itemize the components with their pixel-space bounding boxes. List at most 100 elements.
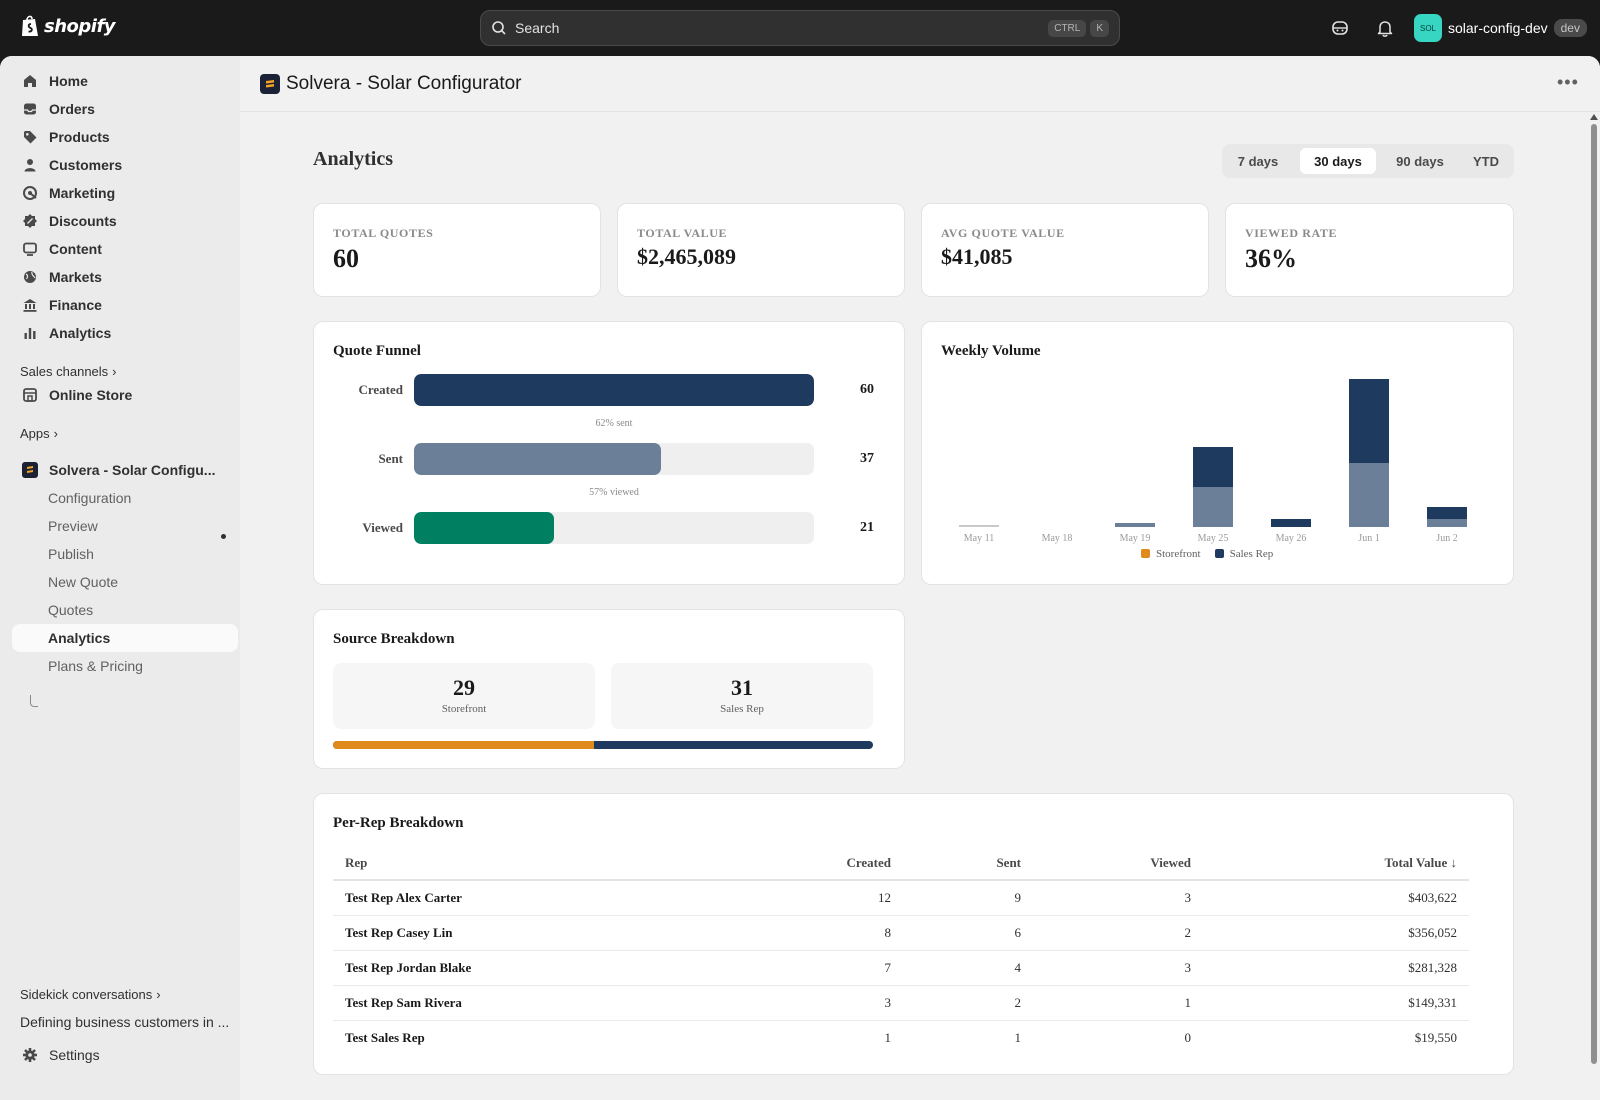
bell-icon[interactable] bbox=[1375, 18, 1395, 38]
sidebar-subitem-quotes[interactable]: Quotes bbox=[12, 596, 238, 624]
sidebar-item-finance[interactable]: Finance bbox=[12, 291, 238, 319]
scrollbar-thumb[interactable] bbox=[1591, 124, 1597, 1064]
sales-channels-header[interactable]: Sales channels › bbox=[20, 364, 117, 379]
sales-channels-label: Sales channels bbox=[20, 364, 109, 379]
column-header-viewed[interactable]: Viewed bbox=[1033, 846, 1203, 881]
source-count: 31 bbox=[731, 675, 753, 700]
cell-sent: 6 bbox=[903, 915, 1033, 951]
table-row: Test Rep Casey Lin 8 6 2 $356,052 bbox=[333, 915, 1469, 951]
sidebar-item-label: Online Store bbox=[49, 387, 133, 403]
search-input[interactable]: Search CTRL K bbox=[480, 10, 1120, 46]
sidebar-item-orders[interactable]: Orders bbox=[12, 95, 238, 123]
sidebar-item-app-solvera[interactable]: Solvera - Solar Configu... bbox=[12, 456, 238, 484]
stat-value: 36% bbox=[1245, 244, 1297, 273]
sidebar-item-settings[interactable]: Settings bbox=[12, 1041, 238, 1069]
cell-viewed: 1 bbox=[1033, 985, 1203, 1021]
sidebar-item-markets[interactable]: Markets bbox=[12, 263, 238, 291]
app-title: Solvera - Solar Configurator bbox=[260, 73, 522, 95]
sidebar-subitem-preview[interactable]: Preview bbox=[12, 512, 238, 540]
cell-rep: Test Rep Alex Carter bbox=[333, 880, 753, 916]
sidebar-subitem-plans-pricing[interactable]: Plans & Pricing bbox=[12, 652, 238, 680]
sidebar-item-products[interactable]: Products bbox=[12, 123, 238, 151]
bar-sales-rep bbox=[1349, 379, 1389, 463]
cell-sent: 4 bbox=[903, 950, 1033, 986]
column-header-rep[interactable]: Rep bbox=[333, 846, 753, 881]
conversation-title: Defining business customers in ... bbox=[20, 1014, 230, 1030]
table-row: Test Rep Alex Carter 12 9 3 $403,622 bbox=[333, 880, 1469, 916]
date-range-selector: 7 days 30 days 90 days YTD bbox=[1222, 144, 1514, 178]
discount-icon bbox=[23, 214, 37, 228]
sidebar-subitem-analytics[interactable]: Analytics bbox=[12, 624, 238, 652]
content-icon bbox=[23, 242, 37, 256]
sidebar-item-label: Customers bbox=[49, 157, 123, 173]
scroll-up-arrow[interactable] bbox=[1590, 114, 1598, 120]
legend-swatch bbox=[1214, 549, 1224, 558]
sidebar-item-label: Home bbox=[49, 73, 88, 89]
apps-header[interactable]: Apps › bbox=[20, 426, 58, 441]
cell-sent: 2 bbox=[903, 985, 1033, 1021]
sidebar-item-discounts[interactable]: Discounts bbox=[12, 207, 238, 235]
sidekick-conversation-item[interactable]: Defining business customers in ... bbox=[20, 1014, 229, 1030]
shortcut-k: K bbox=[1090, 19, 1109, 37]
per-rep-breakdown-card: Per-Rep Breakdown Rep Created Sent Viewe… bbox=[313, 793, 1514, 1075]
cell-created: 12 bbox=[753, 880, 903, 916]
sidebar-subitem-new-quote[interactable]: New Quote bbox=[12, 568, 238, 596]
sidekick-icon[interactable] bbox=[1330, 18, 1350, 38]
sidebar-item-content[interactable]: Content bbox=[12, 235, 238, 263]
legend-label: Storefront bbox=[1156, 548, 1201, 560]
x-tick-label: May 18 bbox=[1042, 533, 1073, 544]
column-header-created[interactable]: Created bbox=[753, 846, 903, 881]
column-header-total-value[interactable]: Total Value ↓ bbox=[1203, 846, 1469, 881]
cell-total-value: $356,052 bbox=[1203, 915, 1469, 951]
range-7-days[interactable]: 7 days bbox=[1237, 153, 1279, 169]
source-count: 29 bbox=[453, 675, 475, 700]
cell-rep: Test Rep Casey Lin bbox=[333, 915, 753, 951]
legend-item-storefront: Storefront bbox=[1141, 548, 1201, 560]
sidebar-item-marketing[interactable]: Marketing bbox=[12, 179, 238, 207]
tree-connector bbox=[30, 695, 38, 707]
sidebar-item-home[interactable]: Home bbox=[12, 67, 238, 95]
sidekick-label: Sidekick conversations bbox=[20, 987, 153, 1002]
sidebar-subitem-configuration[interactable]: Configuration bbox=[12, 484, 238, 512]
stat-card-avg-quote-value: AVG QUOTE VALUE $41,085 bbox=[921, 203, 1209, 297]
sidebar-item-label: Content bbox=[49, 241, 102, 257]
sidebar-item-customers[interactable]: Customers bbox=[12, 151, 238, 179]
storefront-icon bbox=[23, 388, 37, 402]
scrollbar[interactable] bbox=[1588, 112, 1600, 1100]
main-content: Solvera - Solar Configurator ••• Analyti… bbox=[240, 56, 1600, 1100]
chevron-right-icon: › bbox=[156, 987, 161, 1002]
subitem-label: Quotes bbox=[48, 602, 94, 618]
admin-frame: Home Orders Products Customers Marketing… bbox=[0, 56, 1600, 1100]
cell-rep: Test Rep Sam Rivera bbox=[333, 985, 753, 1021]
sidebar-subitem-publish[interactable]: Publish bbox=[12, 540, 238, 568]
funnel-track-created bbox=[414, 374, 814, 406]
source-storefront: 29 Storefront bbox=[333, 663, 595, 729]
store-switcher[interactable]: SOL solar-config-dev dev bbox=[1414, 14, 1587, 42]
source-sales-rep: 31 Sales Rep bbox=[611, 663, 873, 729]
cell-viewed: 2 bbox=[1033, 915, 1203, 951]
sidebar: Home Orders Products Customers Marketing… bbox=[0, 56, 240, 1100]
page-title: Analytics bbox=[313, 148, 393, 170]
sidekick-conversations-header[interactable]: Sidekick conversations › bbox=[20, 987, 161, 1002]
funnel-count-sent: 37 bbox=[860, 451, 874, 466]
cell-created: 1 bbox=[884, 1029, 892, 1045]
shopify-logo[interactable]: shopify bbox=[20, 14, 116, 38]
stat-card-total-value: TOTAL VALUE $2,465,089 bbox=[617, 203, 905, 297]
stat-value: 60 bbox=[333, 244, 359, 273]
sidebar-item-online-store[interactable]: Online Store bbox=[12, 381, 238, 409]
column-header-sent[interactable]: Sent bbox=[903, 846, 1033, 881]
bar-storefront bbox=[1427, 519, 1467, 527]
more-actions-icon[interactable]: ••• bbox=[1557, 72, 1579, 92]
cell-sent: 1 bbox=[1014, 1029, 1022, 1045]
range-ytd[interactable]: YTD bbox=[1473, 153, 1499, 169]
x-tick-label: Jun 1 bbox=[1358, 533, 1379, 544]
stat-label: TOTAL VALUE bbox=[637, 226, 728, 240]
cell-total-value: $403,622 bbox=[1203, 880, 1469, 916]
store-avatar: SOL bbox=[1414, 14, 1442, 42]
table-row: Test Sales Rep 1 1 0 $19,550 bbox=[333, 1020, 1469, 1055]
funnel-count-created: 60 bbox=[860, 382, 874, 397]
range-90-days[interactable]: 90 days bbox=[1396, 153, 1444, 169]
chart-title: Weekly Volume bbox=[941, 343, 1041, 359]
sidebar-item-analytics[interactable]: Analytics bbox=[12, 319, 238, 347]
range-30-days[interactable]: 30 days bbox=[1300, 148, 1376, 174]
